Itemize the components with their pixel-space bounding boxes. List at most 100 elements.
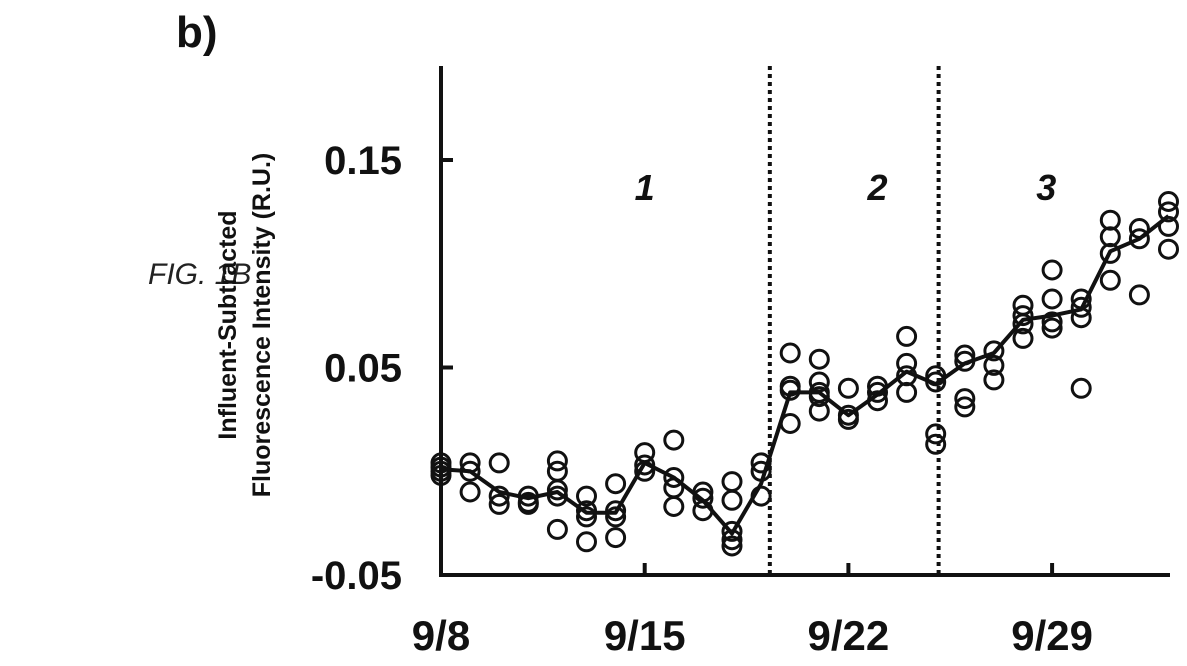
data-point xyxy=(1012,327,1034,349)
data-point xyxy=(692,487,714,509)
data-point xyxy=(779,413,801,434)
data-point xyxy=(1128,228,1150,250)
data-point xyxy=(721,529,743,551)
data-point xyxy=(983,369,1005,391)
data-point xyxy=(663,496,685,517)
data-point xyxy=(546,485,568,507)
data-point xyxy=(721,520,743,542)
data-points xyxy=(430,191,1179,557)
data-point xyxy=(808,386,830,408)
data-point xyxy=(488,493,510,515)
data-point xyxy=(1041,259,1063,281)
data-point xyxy=(1158,238,1179,260)
data-point xyxy=(1070,288,1092,310)
data-point xyxy=(634,454,656,476)
data-point xyxy=(692,500,714,522)
data-point xyxy=(605,527,627,549)
data-point xyxy=(546,518,568,540)
data-point xyxy=(925,433,947,455)
region-label: 3 xyxy=(1036,167,1056,208)
data-point xyxy=(721,489,743,511)
data-point xyxy=(1099,269,1121,291)
data-point xyxy=(779,375,801,397)
data-point xyxy=(459,452,481,474)
data-point xyxy=(750,460,772,482)
data-point xyxy=(663,429,685,451)
x-tick-label: 9/8 xyxy=(412,612,470,659)
data-point xyxy=(488,485,510,507)
data-point xyxy=(459,481,481,503)
data-point xyxy=(546,460,568,482)
y-tick-label: 0.05 xyxy=(324,347,402,391)
data-point xyxy=(721,535,743,557)
data-point xyxy=(576,500,597,522)
data-point xyxy=(750,452,772,474)
data-point xyxy=(1070,296,1092,318)
data-point xyxy=(837,408,859,430)
data-point xyxy=(925,423,947,445)
y-tick-label: -0.05 xyxy=(311,554,402,598)
data-point xyxy=(750,485,772,507)
data-point xyxy=(896,381,918,403)
panel-label: b) xyxy=(176,8,218,57)
data-point xyxy=(576,485,597,507)
data-point xyxy=(1012,313,1034,335)
data-point xyxy=(517,485,539,507)
data-point xyxy=(983,340,1005,362)
region-dividers xyxy=(767,66,941,575)
data-point xyxy=(605,473,627,495)
data-point xyxy=(896,352,918,374)
x-tick-label: 9/29 xyxy=(1011,612,1093,659)
x-tick-label: 9/22 xyxy=(808,612,890,659)
data-point xyxy=(721,471,743,493)
data-point xyxy=(1158,191,1179,212)
data-point xyxy=(808,371,830,393)
data-point xyxy=(808,400,830,422)
data-point xyxy=(867,381,888,403)
data-point xyxy=(1158,201,1179,223)
data-point xyxy=(896,325,918,347)
data-point xyxy=(605,506,627,528)
data-point xyxy=(488,452,510,474)
data-point xyxy=(430,464,452,486)
data-point xyxy=(983,354,1005,376)
data-point xyxy=(1128,218,1150,239)
data-point xyxy=(867,390,888,412)
x-tick-label: 9/15 xyxy=(604,612,686,659)
data-point xyxy=(576,531,597,553)
data-point xyxy=(808,348,830,370)
region-label: 1 xyxy=(635,167,655,208)
data-point xyxy=(954,396,976,418)
data-point xyxy=(1158,215,1179,237)
region-labels: 1 2 3 xyxy=(635,167,1057,208)
data-point xyxy=(634,460,656,482)
data-point xyxy=(1041,317,1063,339)
data-point xyxy=(546,450,568,472)
data-point xyxy=(1012,305,1034,327)
data-point xyxy=(1041,311,1063,333)
data-point xyxy=(925,365,947,387)
data-point xyxy=(1099,209,1121,231)
data-point xyxy=(837,377,859,399)
figure-label: FIG. 1B xyxy=(148,258,252,291)
data-point xyxy=(663,467,685,488)
trend-line xyxy=(440,214,1170,536)
data-point xyxy=(779,342,801,364)
data-point xyxy=(1041,288,1063,310)
data-point xyxy=(954,344,976,366)
data-point xyxy=(954,388,976,410)
data-point xyxy=(867,375,888,397)
data-point xyxy=(925,371,947,393)
trend-line-path xyxy=(440,214,1170,536)
data-point xyxy=(459,460,481,482)
data-point xyxy=(605,500,627,522)
data-point xyxy=(517,493,539,515)
data-point xyxy=(576,506,597,528)
region-label: 2 xyxy=(866,167,887,208)
y-tick-label: 0.15 xyxy=(324,139,402,183)
data-point xyxy=(1128,284,1150,306)
data-point xyxy=(1070,377,1092,399)
axes: 0.15 0.05 -0.059/8 9/15 9/22 9/29 xyxy=(311,66,1170,659)
data-point xyxy=(954,350,976,372)
